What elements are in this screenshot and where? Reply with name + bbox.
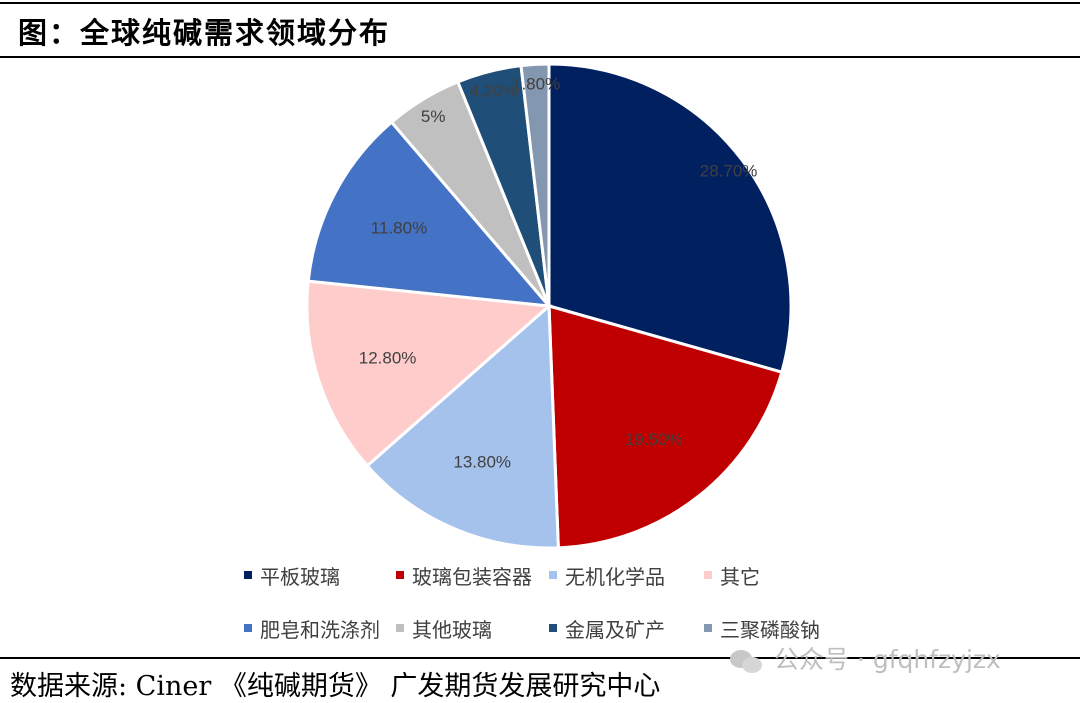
pie-slice-7 — [519, 62, 551, 307]
legend-label-5: 其他玻璃 — [412, 618, 492, 642]
source-note: 数据来源: Ciner 《纯碱期货》 广发期货发展研究中心 — [10, 671, 661, 702]
data-label-1: 19.50% — [625, 430, 683, 449]
data-label-6: 4.20% — [470, 81, 518, 100]
legend-marker-0 — [244, 571, 252, 579]
watermark-text: 公众号 · gfqhfzyjzx — [774, 645, 1001, 674]
legend-marker-6 — [549, 624, 557, 632]
bottom-rule — [0, 657, 1080, 659]
data-label-7: 1.80% — [512, 75, 560, 94]
legend-marker-5 — [396, 624, 404, 632]
data-label-5: 5% — [421, 107, 446, 126]
data-label-3: 12.80% — [359, 349, 417, 368]
pie-slices — [305, 62, 793, 550]
legend-label-4: 肥皂和洗涤剂 — [260, 618, 380, 642]
watermark: 公众号 · gfqhfzyjzx — [730, 640, 1001, 676]
legend-marker-1 — [396, 571, 404, 579]
data-label-4: 11.80% — [371, 218, 427, 237]
top-rule — [0, 2, 1080, 4]
legend-marker-3 — [704, 571, 712, 579]
pie-slice-0 — [547, 62, 793, 374]
pie-slice-1 — [547, 303, 784, 550]
pie-slice-4 — [306, 120, 553, 308]
legend-label-1: 玻璃包装容器 — [412, 565, 532, 589]
pie-slice-2 — [365, 302, 560, 550]
legend-marker-4 — [244, 624, 252, 632]
wechat-icon — [730, 648, 766, 674]
legend-marker-2 — [549, 571, 557, 579]
legend-label-3: 其它 — [720, 565, 760, 589]
legend-label-7: 三聚磷酸钠 — [720, 618, 820, 642]
data-label-2: 13.80% — [453, 453, 511, 472]
legend-label-2: 无机化学品 — [565, 565, 665, 589]
pie-slice-3 — [305, 279, 553, 468]
legend-marker-7 — [704, 624, 712, 632]
data-labels: 28.70% 19.50% 13.80% 12.80% 11.80% 5% 4.20%1.8… — [359, 75, 758, 472]
title-rule — [0, 56, 1080, 58]
legend-label-6: 金属及矿产 — [565, 618, 665, 642]
figure-title: 图：全球纯碱需求领域分布 — [18, 16, 391, 50]
legend-label-0: 平板玻璃 — [260, 565, 340, 589]
data-label-0: 28.70% — [700, 161, 758, 180]
